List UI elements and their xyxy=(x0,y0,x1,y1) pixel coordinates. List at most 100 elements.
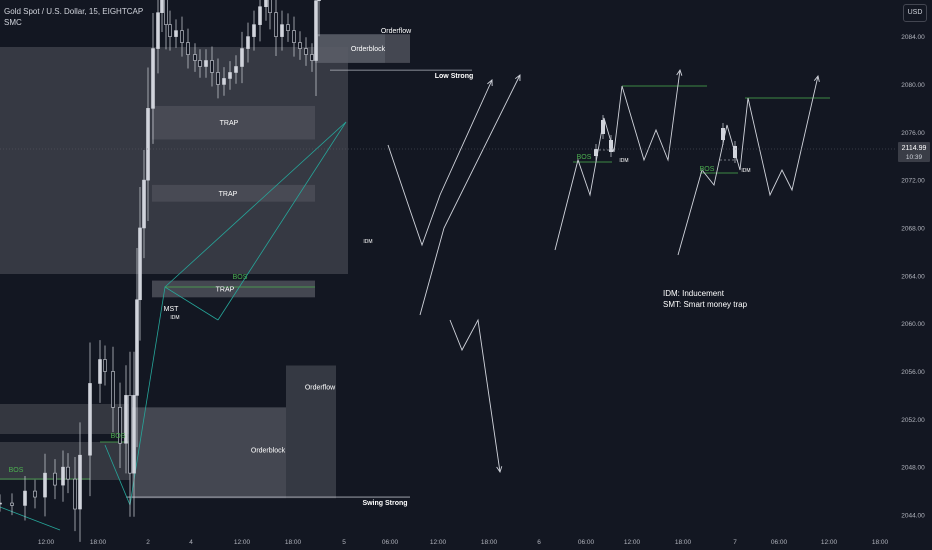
candle-body xyxy=(61,466,65,486)
annotation-label: BOS xyxy=(111,433,126,440)
candle-body xyxy=(128,395,132,474)
time-tick-label: 18:00 xyxy=(90,539,107,546)
candle-body xyxy=(216,72,220,85)
current-price-tag: 2114.99 10:39 xyxy=(0,142,930,162)
candle-body xyxy=(252,24,256,37)
annotation-label: IDM xyxy=(619,158,628,164)
annotation-label: IDM xyxy=(741,168,750,174)
candle-body xyxy=(23,490,27,506)
time-tick-label: 2 xyxy=(146,539,150,546)
candle-body xyxy=(10,502,14,506)
price-axis[interactable]: 2044.00 2048.00 2052.00 2056.00 2060.00 2064.… xyxy=(897,0,932,550)
example-candle-body xyxy=(601,120,605,134)
candle-body xyxy=(240,48,244,67)
candle-body xyxy=(298,42,302,49)
time-tick-label: 5 xyxy=(342,539,346,546)
candle-body xyxy=(186,42,190,55)
level-label: Swing Strong xyxy=(362,500,407,507)
price-tick-label: 2060.00 xyxy=(901,321,925,328)
candle-body xyxy=(268,0,272,13)
indicator-name[interactable]: SMC xyxy=(4,18,22,27)
swing-zone-box xyxy=(0,47,348,274)
candle-body xyxy=(292,30,296,43)
projection-path xyxy=(449,318,501,473)
candle-body xyxy=(168,24,172,37)
candles xyxy=(0,0,737,542)
candle-body xyxy=(142,179,146,229)
candle-body xyxy=(103,359,107,372)
zone-label: TRAP xyxy=(220,120,239,127)
candle-body xyxy=(274,12,278,37)
symbol-title: Gold Spot / U.S. Dollar, 15, EIGHTCAP xyxy=(4,7,144,16)
time-tick-label: 18:00 xyxy=(285,539,302,546)
time-tick-label: 12:00 xyxy=(234,539,251,546)
time-tick-label: 18:00 xyxy=(675,539,692,546)
projection-path xyxy=(387,79,493,247)
candle-body xyxy=(124,395,128,444)
annotation-label: BOS xyxy=(233,274,248,281)
zone-label: Orderblock xyxy=(351,46,386,53)
candle-body xyxy=(222,78,226,85)
candle-body xyxy=(317,0,321,2)
candle-body xyxy=(234,66,238,73)
candle-body xyxy=(198,60,202,67)
left-zone-box xyxy=(0,404,130,434)
candle-body xyxy=(246,36,250,49)
time-tick-label: 7 xyxy=(733,539,737,546)
annotation-label: IDM xyxy=(170,315,179,321)
time-tick-label: 18:00 xyxy=(481,539,498,546)
zone-label: TRAP xyxy=(216,286,235,293)
current-price: 2114.99 xyxy=(902,145,927,152)
time-tick-label: 06:00 xyxy=(382,539,399,546)
currency-button[interactable]: USD xyxy=(903,4,927,22)
time-axis[interactable]: 12:00 18:00 2 4 12:00 18:00 5 06:00 12:00 18:00 6 0… xyxy=(38,539,889,546)
price-tick-label: 2064.00 xyxy=(901,273,925,280)
candle-body xyxy=(88,383,92,456)
zone-label: Orderblock xyxy=(251,447,286,454)
candle-body xyxy=(146,108,150,181)
time-tick-label: 12:00 xyxy=(430,539,447,546)
projection-path xyxy=(554,69,681,251)
candle-body xyxy=(160,0,164,13)
legend-note: SMT: Smart money trap xyxy=(663,300,748,309)
candle-body xyxy=(280,24,284,37)
candle-body xyxy=(156,12,160,49)
candle-body xyxy=(228,72,232,79)
time-tick-label: 4 xyxy=(189,539,193,546)
trend-line xyxy=(0,506,61,531)
candle-body xyxy=(78,454,82,510)
candle-body xyxy=(66,466,70,480)
candle-body xyxy=(73,478,77,510)
candle-body xyxy=(33,490,37,498)
candle-body xyxy=(0,502,2,505)
zone-label: Orderflow xyxy=(305,385,336,392)
candle-body xyxy=(193,54,197,61)
annotation-label: BOS xyxy=(9,467,24,474)
annotation-label: MST xyxy=(164,306,180,313)
price-tick-label: 2080.00 xyxy=(901,82,925,89)
candle-body xyxy=(135,299,139,396)
candle-body xyxy=(304,48,308,55)
zone-label: TRAP xyxy=(219,191,238,198)
example-candle-body xyxy=(594,149,598,156)
candle-body xyxy=(151,48,155,109)
candle-body xyxy=(314,0,318,61)
time-tick-label: 12:00 xyxy=(624,539,641,546)
projection-paths xyxy=(387,68,820,474)
candle-body xyxy=(98,359,102,384)
candle-body xyxy=(258,6,262,25)
projection-arrowhead xyxy=(496,466,503,474)
annotation-label: IDM xyxy=(363,239,372,245)
time-tick-label: 06:00 xyxy=(771,539,788,546)
candle-body xyxy=(132,395,136,474)
zone-box xyxy=(152,105,315,140)
time-tick-label: 6 xyxy=(537,539,541,546)
candle-body xyxy=(118,407,122,444)
zone-boxes xyxy=(0,34,410,499)
price-tick-label: 2084.00 xyxy=(901,34,925,41)
candle-body xyxy=(180,30,184,43)
trend-line xyxy=(164,121,347,288)
zone-box xyxy=(152,184,315,202)
annotation-label: BOS xyxy=(700,166,715,173)
